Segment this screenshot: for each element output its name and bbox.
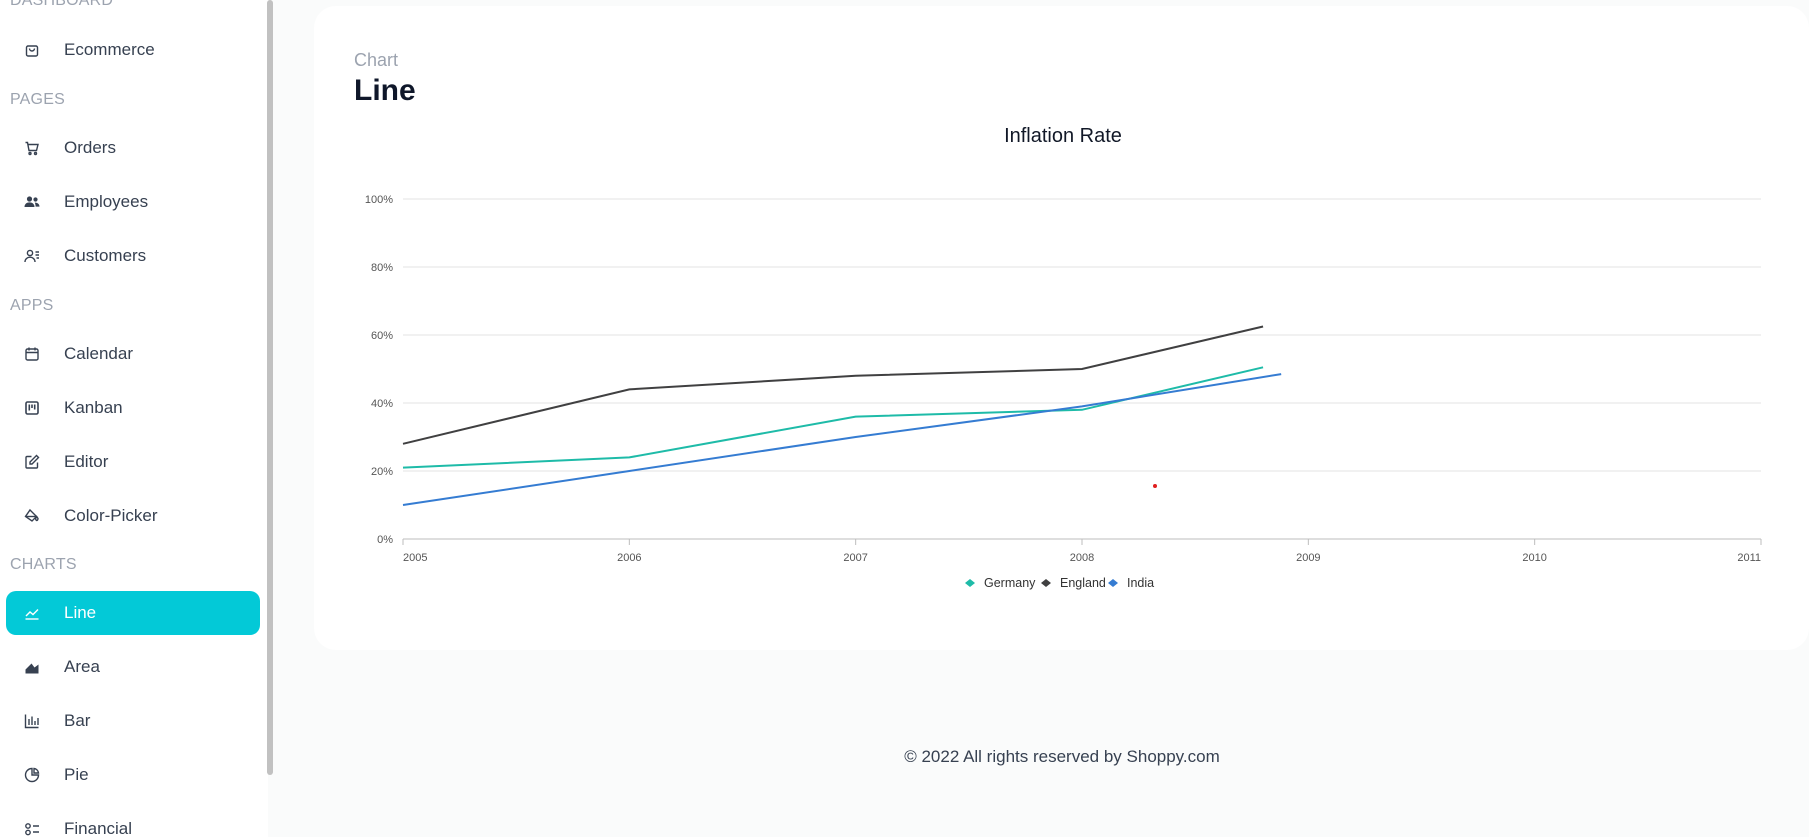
- series-line-germany[interactable]: [402, 366, 1264, 469]
- sidebar-item-pie[interactable]: Pie: [6, 753, 260, 797]
- y-tick-label: 0%: [377, 534, 393, 546]
- financial-icon: [22, 819, 42, 837]
- sidebar-item-color-picker[interactable]: Color-Picker: [6, 494, 260, 538]
- y-tick-label: 80%: [371, 262, 393, 274]
- y-tick-label: 100%: [365, 194, 393, 206]
- area-chart-icon: [22, 657, 42, 677]
- series-line-india[interactable]: [402, 373, 1282, 506]
- sidebar-item-label: Bar: [64, 711, 91, 730]
- edit-icon: [22, 452, 42, 472]
- x-tick-label: 2010: [1522, 552, 1546, 564]
- y-tick-label: 20%: [371, 466, 393, 478]
- section-dashboard: DASHBOARD: [10, 0, 114, 9]
- x-tick-label: 2011: [1737, 552, 1761, 564]
- calendar-icon: [22, 344, 42, 364]
- sidebar-item-label: Line: [64, 603, 97, 622]
- x-tick-label: 2005: [403, 552, 427, 564]
- sidebar-item-bar[interactable]: Bar: [6, 699, 260, 743]
- legend-label-germany[interactable]: Germany: [984, 576, 1036, 590]
- sidebar-item-label: Pie: [64, 765, 89, 784]
- legend-marker-india: [1108, 579, 1118, 587]
- sidebar: DASHBOARD Ecommerce PAGES Orders Employe…: [0, 0, 268, 837]
- users-icon: [22, 192, 42, 212]
- line-chart-icon: [22, 603, 42, 623]
- section-pages: PAGES: [10, 91, 65, 108]
- bar-chart-icon: [22, 711, 42, 731]
- sidebar-item-label: Editor: [64, 452, 109, 471]
- sidebar-item-label: Orders: [64, 138, 116, 157]
- sidebar-scrollbar[interactable]: [267, 0, 273, 775]
- sidebar-item-calendar[interactable]: Calendar: [6, 332, 260, 376]
- paint-bucket-icon: [22, 506, 42, 526]
- page-category: Chart: [354, 50, 399, 70]
- sidebar-item-label: Financial: [64, 819, 133, 837]
- pie-chart-icon: [22, 765, 42, 785]
- x-tick-label: 2007: [843, 552, 867, 564]
- sidebar-item-area[interactable]: Area: [6, 645, 260, 689]
- section-charts: CHARTS: [10, 556, 77, 573]
- x-tick-label: 2009: [1296, 552, 1320, 564]
- cart-icon: [22, 138, 42, 158]
- shopping-bag-icon: [22, 40, 42, 60]
- sidebar-item-employees[interactable]: Employees: [6, 180, 260, 224]
- section-apps: APPS: [10, 297, 54, 314]
- legend-label-england[interactable]: England: [1060, 576, 1106, 590]
- sidebar-item-ecommerce[interactable]: Ecommerce: [6, 28, 260, 72]
- sidebar-item-label: Ecommerce: [64, 40, 155, 59]
- contacts-icon: [22, 246, 42, 266]
- sidebar-item-financial[interactable]: Financial: [6, 807, 260, 837]
- sidebar-item-label: Employees: [64, 192, 149, 211]
- y-tick-label: 60%: [371, 330, 393, 342]
- sidebar-item-kanban[interactable]: Kanban: [6, 386, 260, 430]
- sidebar-item-label: Kanban: [64, 398, 123, 417]
- sidebar-item-label: Area: [64, 657, 100, 676]
- sidebar-item-editor[interactable]: Editor: [6, 440, 260, 484]
- legend-marker-germany: [965, 579, 975, 587]
- sidebar-item-customers[interactable]: Customers: [6, 234, 260, 278]
- footer-copyright: © 2022 All rights reserved by Shoppy.com: [904, 747, 1220, 766]
- line-chart: Inflation Rate 0% 20% 40% 60% 80% 100% 2005 200…: [365, 125, 1762, 590]
- chart-title: Inflation Rate: [1004, 125, 1122, 147]
- y-tick-label: 40%: [371, 398, 393, 410]
- series-line-england[interactable]: [402, 325, 1264, 445]
- sidebar-item-line[interactable]: Line: [6, 591, 260, 635]
- sidebar-item-label: Customers: [64, 246, 147, 265]
- cursor-dot: [1153, 484, 1157, 488]
- legend-marker-england: [1041, 579, 1051, 587]
- chart-card: [314, 6, 1809, 650]
- sidebar-item-label: Calendar: [64, 344, 133, 363]
- sidebar-item-label: Color-Picker: [64, 506, 158, 525]
- sidebar-item-orders[interactable]: Orders: [6, 126, 260, 170]
- x-tick-label: 2006: [617, 552, 641, 564]
- page-title: Line: [354, 74, 416, 107]
- legend-label-india[interactable]: India: [1127, 576, 1154, 590]
- x-tick-label: 2008: [1070, 552, 1094, 564]
- kanban-icon: [22, 398, 42, 418]
